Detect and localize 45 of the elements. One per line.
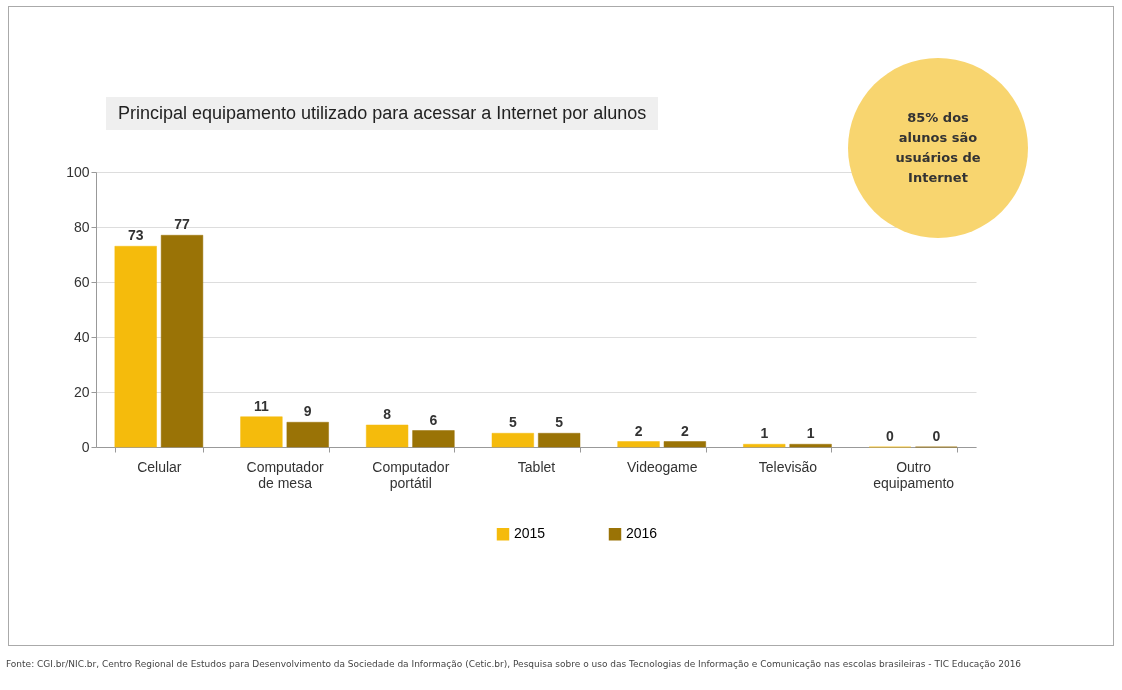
bar	[538, 433, 581, 448]
bar	[240, 416, 283, 448]
bar	[160, 235, 204, 448]
bar	[412, 430, 455, 448]
circle-badge: 85% dos alunos são usuários de Internet	[848, 58, 1028, 238]
data-label: 77	[174, 216, 191, 233]
bar	[491, 433, 534, 448]
data-label: 5	[555, 414, 564, 431]
bar	[286, 422, 329, 448]
bar	[663, 441, 706, 448]
data-label: 8	[383, 406, 392, 422]
data-label: 0	[932, 428, 941, 444]
data-label: 5	[508, 414, 517, 431]
bar	[114, 246, 157, 448]
chart-title: Principal equipamento utilizado para acessar a Internet por alunos	[106, 97, 659, 130]
y-tick-label: 100	[66, 163, 90, 180]
data-label: 1	[760, 425, 769, 442]
data-label: 9	[303, 403, 312, 420]
y-tick-label: 80	[73, 218, 90, 235]
annotation: 85% dos alunos são usuários de Internet	[894, 109, 982, 187]
x-tick-label: Computador de mesa	[246, 458, 324, 491]
bar	[366, 424, 409, 448]
data-label: 0	[886, 428, 895, 444]
bar	[617, 441, 660, 448]
data-label: 1	[806, 425, 815, 442]
data-label: 2	[634, 422, 643, 439]
x-tick-label: Tablet	[517, 458, 556, 475]
y-tick-label: 0	[81, 438, 90, 455]
legend-label: 2015	[514, 525, 546, 542]
data-label: 73	[127, 227, 144, 244]
x-tick-label: Celular	[137, 458, 182, 475]
y-tick-label: 40	[73, 328, 90, 345]
x-tick-label: Computador portátil	[372, 458, 450, 491]
data-label: 11	[254, 397, 270, 414]
source-note: Fonte: CGI.br/NIC.br, Centro Regional de Estudos para Desenvolvimento da Sociedade da Informação (Cetic.br), Pesquisa sobre o uso das Tecnologias de Informação e Comunicação nas escolas brasileiras - TIC Educação 2016	[6, 658, 1023, 671]
x-tick-label: Videogame	[626, 458, 698, 475]
data-label: 6	[429, 411, 438, 428]
bar	[789, 444, 832, 448]
data-label: 2	[680, 422, 689, 439]
y-tick-label: 20	[73, 383, 90, 400]
x-tick-label: Televisão	[758, 458, 818, 475]
bar	[743, 444, 786, 448]
legend-label: 2016	[626, 525, 658, 542]
y-tick-label: 60	[73, 273, 90, 290]
x-tick-label: Outro equipamento	[873, 458, 955, 491]
